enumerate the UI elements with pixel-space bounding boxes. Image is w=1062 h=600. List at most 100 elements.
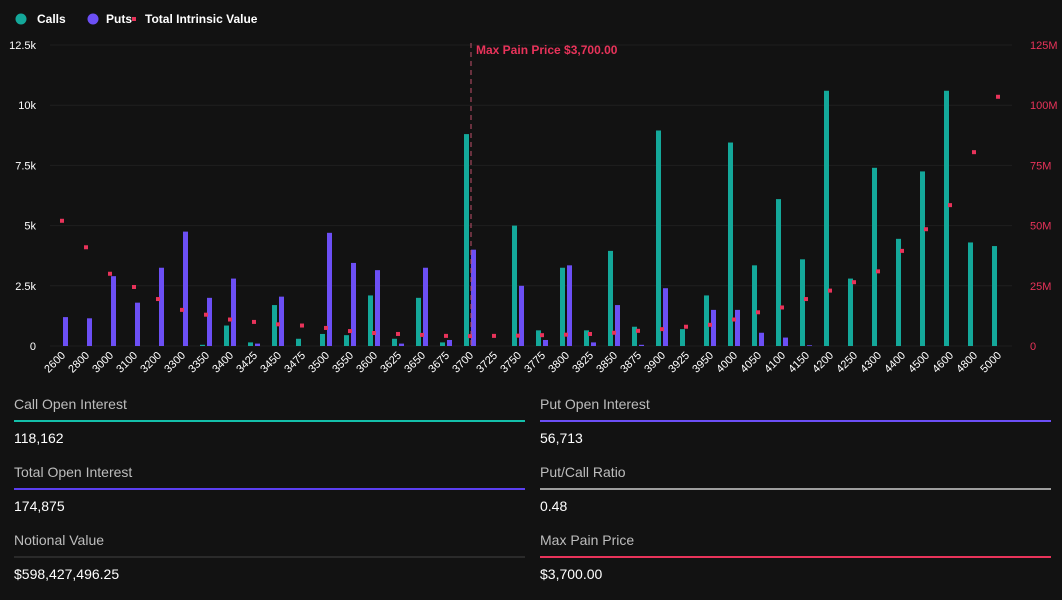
put-bar-3650[interactable] bbox=[423, 267, 428, 346]
tiv-point-3650[interactable] bbox=[420, 332, 424, 337]
put-bar-3400[interactable] bbox=[231, 278, 236, 346]
call-bar-3350[interactable] bbox=[200, 344, 205, 346]
tiv-point-3475[interactable] bbox=[300, 323, 304, 328]
legend-puts[interactable]: Puts bbox=[87, 12, 133, 26]
put-bar-3000[interactable] bbox=[111, 276, 116, 346]
call-bar-4150[interactable] bbox=[800, 259, 805, 346]
tiv-point-3700[interactable] bbox=[468, 334, 472, 339]
call-bar-3925[interactable] bbox=[680, 329, 685, 346]
call-bar-3475[interactable] bbox=[296, 338, 301, 346]
tiv-point-3200[interactable] bbox=[156, 297, 160, 302]
put-bar-3875[interactable] bbox=[639, 344, 644, 346]
call-bar-4050[interactable] bbox=[752, 265, 757, 346]
tiv-point-4400[interactable] bbox=[900, 248, 904, 253]
call-bar-5000[interactable] bbox=[992, 246, 997, 346]
put-bar-3850[interactable] bbox=[615, 305, 620, 346]
call-bar-3650[interactable] bbox=[416, 297, 421, 346]
tiv-point-3625[interactable] bbox=[396, 331, 400, 336]
call-bar-3950[interactable] bbox=[704, 295, 709, 346]
call-bar-4400[interactable] bbox=[896, 238, 901, 346]
put-bar-3900[interactable] bbox=[663, 288, 668, 346]
tiv-point-3900[interactable] bbox=[660, 327, 664, 332]
call-bar-4250[interactable] bbox=[848, 278, 853, 346]
call-bar-3825[interactable] bbox=[584, 330, 589, 346]
tiv-point-3775[interactable] bbox=[540, 333, 544, 338]
put-bar-3700[interactable] bbox=[471, 249, 476, 346]
put-bar-3800[interactable] bbox=[567, 265, 572, 346]
tiv-point-3300[interactable] bbox=[180, 307, 184, 312]
tiv-point-2600[interactable] bbox=[60, 218, 64, 223]
put-bar-3775[interactable] bbox=[543, 339, 548, 346]
put-bar-3350[interactable] bbox=[207, 297, 212, 346]
call-bar-3500[interactable] bbox=[320, 333, 325, 346]
call-bar-3450[interactable] bbox=[272, 305, 277, 346]
put-bar-3100[interactable] bbox=[135, 302, 140, 346]
call-bar-3900[interactable] bbox=[656, 130, 661, 346]
call-bar-4600[interactable] bbox=[944, 90, 949, 346]
put-bar-3550[interactable] bbox=[351, 262, 356, 346]
tiv-point-5000[interactable] bbox=[996, 94, 1000, 99]
put-bar-3500[interactable] bbox=[327, 232, 332, 346]
tiv-point-4600[interactable] bbox=[948, 203, 952, 208]
call-bar-4800[interactable] bbox=[968, 242, 973, 346]
call-bar-3400[interactable] bbox=[224, 325, 229, 346]
tiv-point-3800[interactable] bbox=[564, 332, 568, 337]
call-bar-3600[interactable] bbox=[368, 295, 373, 346]
tiv-point-3425[interactable] bbox=[252, 319, 256, 324]
put-bar-3675[interactable] bbox=[447, 339, 452, 346]
call-bar-4300[interactable] bbox=[872, 167, 877, 346]
tiv-point-3100[interactable] bbox=[132, 285, 136, 290]
put-bar-3625[interactable] bbox=[399, 343, 404, 346]
tiv-point-3950[interactable] bbox=[708, 322, 712, 327]
call-bar-3700[interactable] bbox=[464, 134, 469, 346]
tiv-point-4500[interactable] bbox=[924, 227, 928, 232]
put-bar-3750[interactable] bbox=[519, 285, 524, 346]
call-bar-3850[interactable] bbox=[608, 250, 613, 346]
put-bar-3450[interactable] bbox=[279, 296, 284, 346]
put-bar-2800[interactable] bbox=[87, 318, 92, 346]
tiv-point-3000[interactable] bbox=[108, 271, 112, 276]
tiv-point-3550[interactable] bbox=[348, 329, 352, 334]
call-bar-4200[interactable] bbox=[824, 90, 829, 346]
tiv-point-3600[interactable] bbox=[372, 330, 376, 335]
tiv-point-3500[interactable] bbox=[324, 325, 328, 330]
tiv-point-4100[interactable] bbox=[780, 305, 784, 310]
tiv-point-3725[interactable] bbox=[492, 333, 496, 338]
tiv-point-2800[interactable] bbox=[84, 245, 88, 250]
tiv-point-3850[interactable] bbox=[612, 330, 616, 335]
legend-calls[interactable]: Calls bbox=[15, 12, 67, 26]
tiv-point-4250[interactable] bbox=[852, 280, 856, 285]
put-bar-2600[interactable] bbox=[63, 317, 68, 346]
put-bar-4100[interactable] bbox=[783, 337, 788, 346]
tiv-point-4800[interactable] bbox=[972, 150, 976, 155]
tiv-point-4300[interactable] bbox=[876, 269, 880, 274]
tiv-point-3750[interactable] bbox=[516, 333, 520, 338]
tiv-point-3400[interactable] bbox=[228, 317, 232, 322]
tiv-point-4150[interactable] bbox=[804, 297, 808, 302]
tiv-point-3925[interactable] bbox=[684, 324, 688, 329]
put-bar-4000[interactable] bbox=[735, 309, 740, 346]
call-bar-3550[interactable] bbox=[344, 335, 349, 346]
tiv-point-4000[interactable] bbox=[732, 317, 736, 322]
call-bar-3425[interactable] bbox=[248, 342, 253, 346]
put-bar-3300[interactable] bbox=[183, 231, 188, 346]
call-bar-4100[interactable] bbox=[776, 199, 781, 346]
put-bar-4150[interactable] bbox=[807, 345, 812, 346]
tiv-point-3875[interactable] bbox=[636, 328, 640, 333]
put-bar-3200[interactable] bbox=[159, 267, 164, 346]
call-bar-3875[interactable] bbox=[632, 326, 637, 346]
tiv-point-4200[interactable] bbox=[828, 288, 832, 293]
tiv-point-3825[interactable] bbox=[588, 331, 592, 336]
put-bar-3950[interactable] bbox=[711, 309, 716, 346]
call-bar-4000[interactable] bbox=[728, 142, 733, 346]
legend-tiv[interactable]: Total Intrinsic Value bbox=[132, 12, 258, 26]
call-bar-4500[interactable] bbox=[920, 171, 925, 346]
put-bar-3425[interactable] bbox=[255, 343, 260, 346]
put-bar-3825[interactable] bbox=[591, 342, 596, 346]
put-bar-4050[interactable] bbox=[759, 332, 764, 346]
call-bar-3750[interactable] bbox=[512, 225, 517, 346]
call-bar-3775[interactable] bbox=[536, 330, 541, 346]
tiv-point-4050[interactable] bbox=[756, 310, 760, 315]
call-bar-3800[interactable] bbox=[560, 267, 565, 346]
call-bar-3625[interactable] bbox=[392, 338, 397, 346]
